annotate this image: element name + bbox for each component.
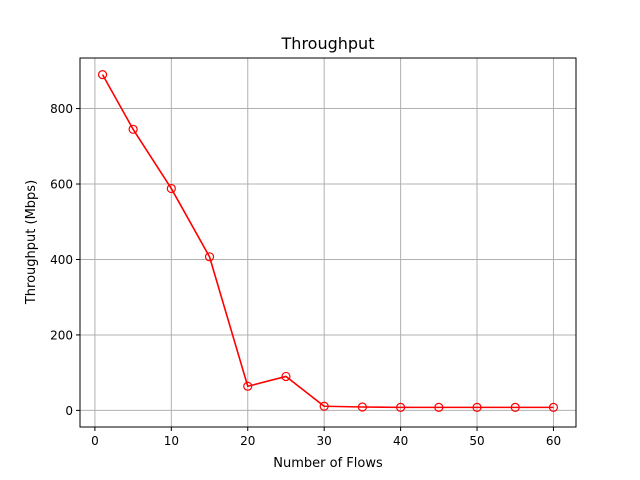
data-point [548, 402, 559, 412]
y-tick-label: 0 [65, 404, 73, 418]
data-point [97, 70, 108, 80]
x-tick-label: 60 [546, 434, 561, 448]
grid [80, 58, 576, 427]
data-point [166, 183, 176, 194]
x-tick-label: 50 [469, 434, 484, 448]
x-tick-label: 20 [240, 434, 255, 448]
y-axis-label: Throughput (Mbps) [24, 180, 39, 305]
y-tick-label: 600 [50, 178, 73, 192]
y-tick-label: 200 [50, 328, 73, 342]
data-point [204, 252, 215, 262]
x-tick-label: 10 [164, 434, 179, 448]
data-point [357, 402, 367, 412]
x-tick-label: 30 [317, 434, 332, 448]
x-tick-label: 0 [91, 434, 99, 448]
y-tick-label: 800 [50, 102, 73, 116]
chart-title: Throughput [281, 34, 375, 53]
series-layer [97, 70, 559, 412]
series-line [101, 74, 554, 409]
x-tick-label: 40 [393, 434, 408, 448]
x-axis-label: Number of Flows [273, 456, 383, 471]
data-point [396, 402, 406, 412]
data-point [243, 381, 253, 391]
data-point [434, 402, 444, 412]
data-point [319, 401, 329, 411]
y-tick-label: 400 [50, 253, 73, 267]
plot-frame [79, 57, 577, 428]
data-point [510, 402, 520, 412]
data-point [472, 402, 482, 412]
data-point [281, 371, 291, 382]
data-point [128, 124, 138, 134]
